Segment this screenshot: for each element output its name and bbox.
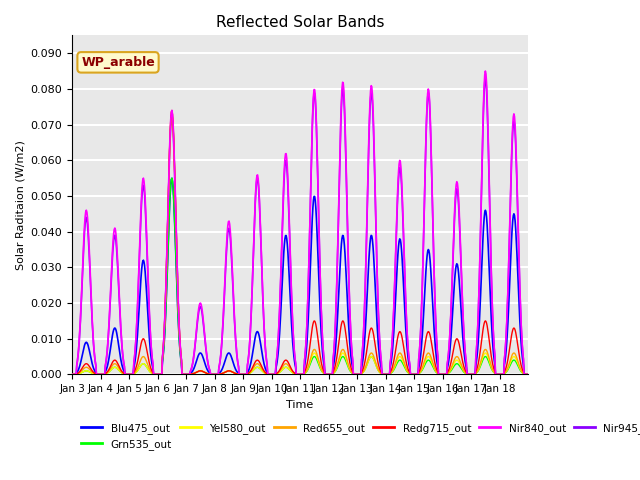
Grn535_out bbox=[122, 372, 129, 377]
Grn535_out bbox=[347, 369, 355, 375]
Yel580_out bbox=[68, 372, 76, 377]
Y-axis label: Solar Raditaion (W/m2): Solar Raditaion (W/m2) bbox=[15, 140, 25, 270]
Red655_out bbox=[168, 111, 176, 117]
Red655_out bbox=[206, 372, 214, 377]
Redg715_out bbox=[168, 108, 176, 113]
Text: WP_arable: WP_arable bbox=[81, 56, 155, 69]
Line: Blu475_out: Blu475_out bbox=[72, 178, 528, 374]
Grn535_out bbox=[206, 372, 214, 377]
Nir945_out bbox=[346, 323, 354, 328]
Redg715_out bbox=[246, 369, 253, 375]
Nir840_out bbox=[205, 366, 213, 372]
Nir840_out bbox=[122, 372, 129, 377]
Nir945_out bbox=[372, 225, 380, 230]
Redg715_out bbox=[228, 369, 236, 375]
Yel580_out bbox=[524, 372, 532, 377]
Yel580_out bbox=[122, 372, 129, 377]
Redg715_out bbox=[68, 372, 76, 377]
Nir840_out bbox=[346, 321, 354, 327]
Red655_out bbox=[228, 369, 236, 375]
Grn535_out bbox=[168, 175, 176, 181]
Yel580_out bbox=[372, 364, 380, 370]
Nir840_out bbox=[68, 372, 76, 377]
Blu475_out bbox=[347, 354, 355, 360]
Line: Red655_out: Red655_out bbox=[72, 114, 528, 374]
Yel580_out bbox=[168, 111, 176, 117]
Redg715_out bbox=[524, 372, 532, 377]
Redg715_out bbox=[122, 372, 129, 377]
Line: Redg715_out: Redg715_out bbox=[72, 110, 528, 374]
Blu475_out bbox=[372, 311, 380, 317]
Grn535_out bbox=[68, 372, 76, 377]
Grn535_out bbox=[246, 370, 253, 376]
Grn535_out bbox=[228, 369, 236, 375]
Redg715_out bbox=[206, 372, 214, 377]
Grn535_out bbox=[524, 372, 532, 377]
Nir945_out bbox=[122, 372, 129, 377]
Legend: Blu475_out, Grn535_out, Yel580_out, Red655_out, Redg715_out, Nir840_out, Nir945_: Blu475_out, Grn535_out, Yel580_out, Red6… bbox=[77, 419, 640, 454]
Grn535_out bbox=[372, 364, 380, 370]
Redg715_out bbox=[347, 365, 355, 371]
Blu475_out bbox=[122, 372, 129, 377]
Line: Grn535_out: Grn535_out bbox=[72, 178, 528, 374]
Nir945_out bbox=[524, 372, 532, 377]
Red655_out bbox=[122, 372, 129, 377]
Blu475_out bbox=[228, 358, 236, 363]
Red655_out bbox=[372, 362, 380, 368]
Blu475_out bbox=[246, 364, 253, 370]
Nir945_out bbox=[481, 75, 489, 81]
Title: Reflected Solar Bands: Reflected Solar Bands bbox=[216, 15, 385, 30]
Nir945_out bbox=[205, 366, 213, 372]
Redg715_out bbox=[372, 351, 380, 357]
Line: Nir945_out: Nir945_out bbox=[72, 78, 528, 374]
Blu475_out bbox=[68, 372, 76, 377]
Blu475_out bbox=[524, 372, 532, 377]
Yel580_out bbox=[206, 372, 214, 377]
Nir840_out bbox=[481, 68, 489, 74]
Blu475_out bbox=[206, 371, 214, 376]
Nir945_out bbox=[228, 265, 236, 271]
Nir945_out bbox=[245, 346, 253, 352]
Blu475_out bbox=[168, 175, 176, 181]
Yel580_out bbox=[246, 370, 253, 376]
Nir840_out bbox=[372, 221, 380, 227]
Nir840_out bbox=[245, 346, 253, 351]
Line: Nir840_out: Nir840_out bbox=[72, 71, 528, 374]
Line: Yel580_out: Yel580_out bbox=[72, 114, 528, 374]
Nir840_out bbox=[524, 372, 532, 377]
Nir945_out bbox=[68, 372, 76, 377]
Yel580_out bbox=[347, 369, 355, 374]
Red655_out bbox=[68, 372, 76, 377]
Yel580_out bbox=[228, 369, 236, 375]
Nir840_out bbox=[228, 260, 236, 265]
Red655_out bbox=[524, 372, 532, 377]
Red655_out bbox=[246, 370, 253, 375]
X-axis label: Time: Time bbox=[287, 400, 314, 409]
Red655_out bbox=[347, 368, 355, 374]
